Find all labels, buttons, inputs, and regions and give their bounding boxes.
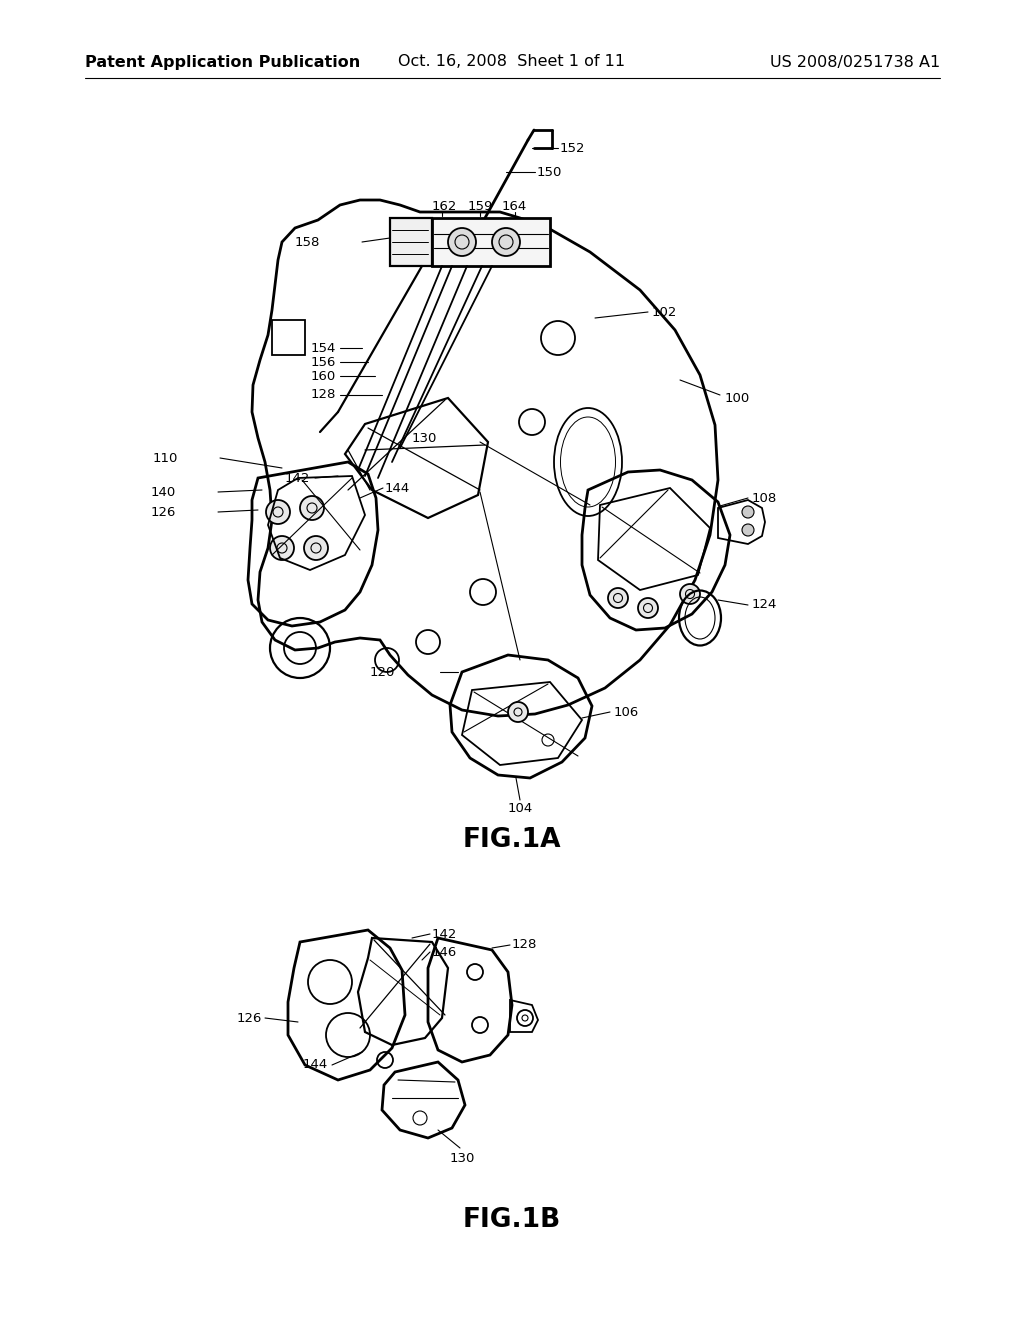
- Text: 100: 100: [725, 392, 751, 404]
- Circle shape: [742, 506, 754, 517]
- Circle shape: [270, 536, 294, 560]
- Text: 128: 128: [512, 939, 538, 952]
- Text: 104: 104: [507, 801, 532, 814]
- Circle shape: [638, 598, 658, 618]
- Text: 164: 164: [502, 201, 527, 214]
- Circle shape: [608, 587, 628, 609]
- Text: 120: 120: [370, 665, 395, 678]
- Text: 130: 130: [450, 1151, 475, 1164]
- Text: 110: 110: [153, 451, 178, 465]
- Text: 144: 144: [303, 1059, 328, 1072]
- Text: 158: 158: [295, 235, 319, 248]
- Text: 156: 156: [310, 355, 336, 368]
- Text: 144: 144: [385, 482, 411, 495]
- FancyBboxPatch shape: [390, 218, 432, 267]
- Text: FIG.1B: FIG.1B: [463, 1206, 561, 1233]
- Text: 124: 124: [752, 598, 777, 611]
- Text: Patent Application Publication: Patent Application Publication: [85, 54, 360, 70]
- Text: 146: 146: [432, 945, 458, 958]
- Circle shape: [449, 228, 476, 256]
- Text: 130: 130: [412, 432, 437, 445]
- Circle shape: [300, 496, 324, 520]
- FancyBboxPatch shape: [432, 218, 550, 267]
- Text: 160: 160: [310, 370, 336, 383]
- Text: 152: 152: [560, 141, 586, 154]
- Text: 142: 142: [285, 471, 310, 484]
- Circle shape: [680, 583, 700, 605]
- Text: 150: 150: [537, 165, 562, 178]
- Text: US 2008/0251738 A1: US 2008/0251738 A1: [770, 54, 940, 70]
- Text: 126: 126: [237, 1011, 262, 1024]
- Text: 154: 154: [310, 342, 336, 355]
- Text: 142: 142: [432, 928, 458, 940]
- Text: 128: 128: [310, 388, 336, 401]
- Text: 106: 106: [614, 705, 639, 718]
- Text: 159: 159: [468, 201, 494, 214]
- Circle shape: [742, 524, 754, 536]
- Text: Oct. 16, 2008  Sheet 1 of 11: Oct. 16, 2008 Sheet 1 of 11: [398, 54, 626, 70]
- Text: 108: 108: [752, 491, 777, 504]
- Circle shape: [508, 702, 528, 722]
- Text: 102: 102: [652, 305, 677, 318]
- Circle shape: [304, 536, 328, 560]
- Text: 126: 126: [151, 506, 176, 519]
- Text: 140: 140: [151, 486, 176, 499]
- Text: FIG.1A: FIG.1A: [463, 828, 561, 853]
- Text: 162: 162: [432, 201, 458, 214]
- Circle shape: [492, 228, 520, 256]
- Circle shape: [266, 500, 290, 524]
